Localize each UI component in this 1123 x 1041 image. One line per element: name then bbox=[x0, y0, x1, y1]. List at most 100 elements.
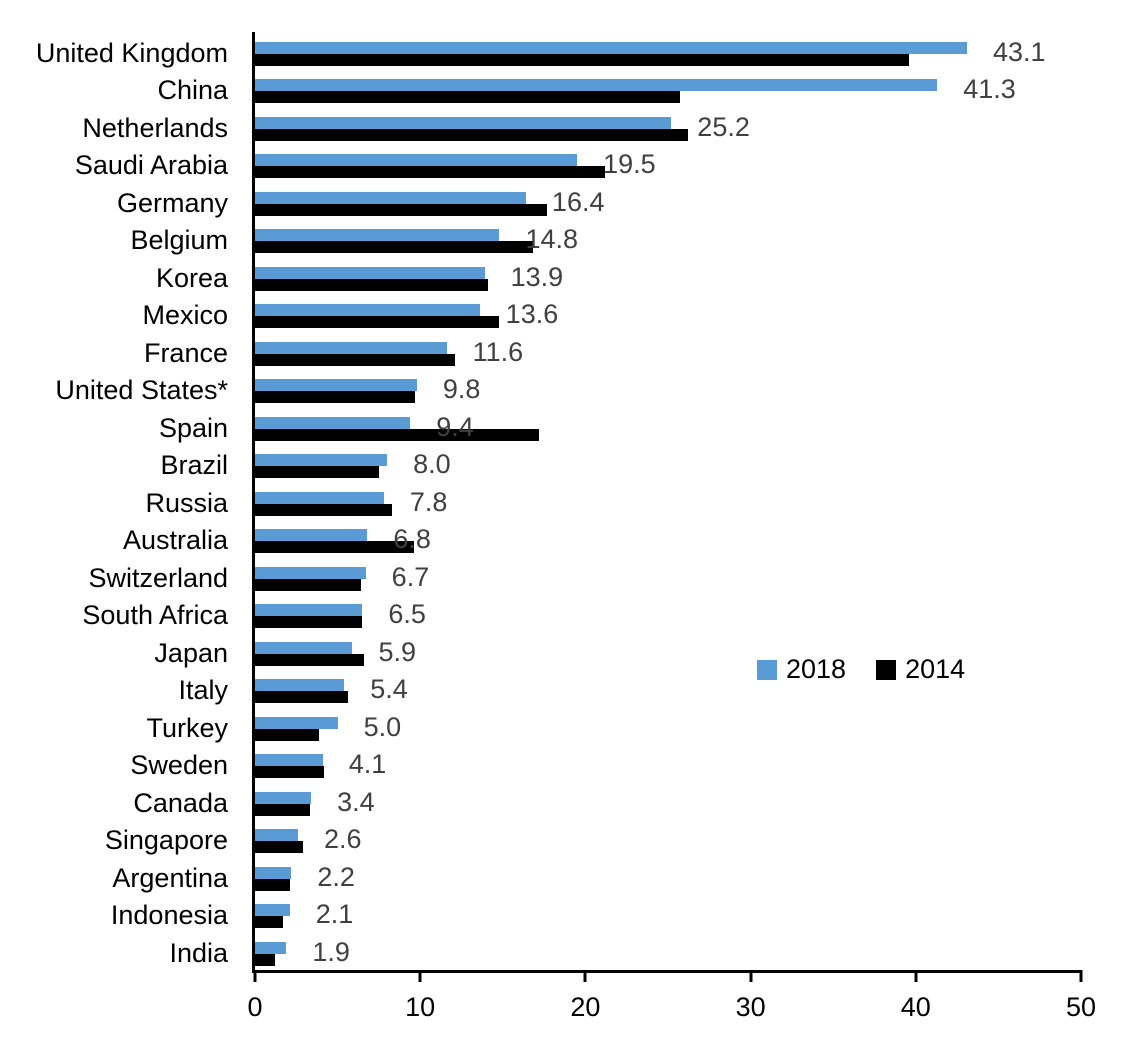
value-label: 2.2 bbox=[317, 861, 355, 892]
bar-2018 bbox=[255, 266, 485, 279]
bar-2014 bbox=[255, 766, 325, 779]
bar-2014 bbox=[255, 653, 365, 666]
category-label: Switzerland bbox=[88, 562, 228, 593]
chart-row: Switzerland 6.7 bbox=[88, 557, 1081, 595]
legend-swatch-2018-icon bbox=[757, 659, 777, 680]
bar-2018 bbox=[255, 341, 447, 354]
x-axis-tick-mark bbox=[1079, 970, 1083, 982]
category-label: Germany bbox=[116, 187, 228, 218]
chart-row: Singapore 2.6 bbox=[105, 820, 1081, 858]
category-label: Indonesia bbox=[110, 900, 228, 931]
value-label: 5.4 bbox=[370, 674, 408, 705]
chart-row: Argentina 2.2 bbox=[112, 857, 1081, 895]
value-label: 13.9 bbox=[510, 261, 564, 292]
value-label: 3.4 bbox=[337, 786, 375, 817]
bar-2018 bbox=[255, 754, 323, 767]
chart-row: Brazil 8.0 bbox=[160, 445, 1081, 483]
value-label: 41.3 bbox=[963, 73, 1016, 104]
category-label: United States* bbox=[55, 375, 228, 406]
value-label: 13.6 bbox=[505, 299, 559, 330]
value-label: 19.5 bbox=[603, 148, 656, 179]
category-label: Singapore bbox=[104, 825, 228, 856]
category-label: Saudi Arabia bbox=[74, 149, 228, 180]
chart-row: Turkey 5.0 bbox=[146, 707, 1081, 745]
legend-swatch-2014-icon bbox=[876, 659, 897, 680]
legend-label-2014: 2014 bbox=[905, 654, 966, 684]
bar-2018 bbox=[255, 716, 338, 729]
bar-2018 bbox=[255, 304, 480, 317]
value-label: 5.9 bbox=[378, 636, 416, 667]
category-label: Canada bbox=[133, 787, 228, 818]
category-label: Australia bbox=[122, 525, 228, 556]
value-label: 9.8 bbox=[442, 374, 481, 405]
category-label: Spain bbox=[158, 412, 228, 443]
bar-2018 bbox=[255, 529, 368, 542]
bar-2014 bbox=[255, 728, 320, 741]
bar-2014 bbox=[255, 691, 348, 704]
chart-row: United Kingdom 43.1 bbox=[36, 32, 1081, 70]
x-axis-tick-label: 40 bbox=[900, 992, 931, 1022]
chart-row: Spain 9.4 bbox=[159, 407, 1081, 445]
bar-2018 bbox=[255, 191, 526, 204]
value-label: 16.4 bbox=[551, 186, 605, 217]
value-label: 14.8 bbox=[525, 223, 579, 254]
category-label: Japan bbox=[154, 637, 228, 668]
bar-2014 bbox=[255, 128, 688, 141]
bar-2018 bbox=[255, 154, 578, 167]
legend: 2018 2014 bbox=[757, 654, 965, 685]
chart-row: Germany 16.4 bbox=[117, 182, 1081, 220]
chart-row: Italy 5.4 bbox=[178, 670, 1081, 708]
category-label: Mexico bbox=[142, 300, 228, 331]
value-label: 6.8 bbox=[393, 524, 431, 555]
category-label: Korea bbox=[155, 262, 228, 293]
bar-2014 bbox=[255, 91, 680, 104]
bar-2018 bbox=[255, 791, 312, 804]
chart-row: United States* 9.8 bbox=[55, 370, 1081, 408]
category-label: India bbox=[169, 937, 228, 968]
value-label: 11.6 bbox=[472, 336, 524, 367]
x-axis-tick-mark bbox=[749, 970, 753, 982]
bar-2018 bbox=[255, 116, 672, 129]
category-label: France bbox=[143, 337, 228, 368]
bar-2014 bbox=[255, 166, 606, 179]
bar-2014 bbox=[255, 241, 533, 254]
bar-2018 bbox=[255, 454, 388, 467]
x-axis-tick-mark bbox=[583, 970, 587, 982]
category-label: Brazil bbox=[160, 450, 228, 481]
chart-row: Korea 13.9 bbox=[156, 257, 1081, 295]
x-axis-tick-label: 20 bbox=[570, 992, 601, 1022]
x-axis-tick-mark bbox=[418, 970, 422, 982]
value-label: 2.1 bbox=[315, 899, 354, 930]
x-axis-tick-mark bbox=[253, 970, 257, 982]
value-label: 8.0 bbox=[413, 449, 451, 480]
bar-2018 bbox=[255, 604, 363, 617]
bar-2018 bbox=[255, 566, 366, 579]
chart-row: Belgium 14.8 bbox=[130, 220, 1081, 258]
bar-2014 bbox=[255, 616, 363, 629]
category-label: Italy bbox=[178, 675, 228, 706]
bar-2014 bbox=[255, 466, 379, 479]
chart-row: Japan 5.9 bbox=[154, 632, 1081, 670]
bar-2014 bbox=[255, 203, 548, 216]
chart-row: India 1.9 bbox=[169, 932, 1081, 970]
bar-2014 bbox=[255, 391, 416, 404]
category-label: Netherlands bbox=[82, 112, 228, 143]
category-label: Argentina bbox=[112, 862, 228, 893]
category-label: Sweden bbox=[130, 750, 228, 781]
value-label: 2.6 bbox=[323, 824, 362, 855]
legend-entry-2018: 2018 bbox=[757, 654, 846, 685]
x-axis-tick-label: 0 bbox=[247, 992, 263, 1022]
chart-row: Netherlands 25.2 bbox=[82, 107, 1081, 145]
legend-label-2018: 2018 bbox=[786, 654, 847, 684]
chart-row: Mexico 13.6 bbox=[142, 295, 1081, 333]
value-label: 4.1 bbox=[348, 749, 387, 780]
value-label: 9.4 bbox=[436, 411, 474, 442]
value-label: 6.5 bbox=[388, 599, 426, 630]
bar-2014 bbox=[255, 53, 910, 66]
bar-2014 bbox=[255, 878, 290, 891]
value-label: 5.0 bbox=[363, 711, 402, 742]
category-label: South Africa bbox=[82, 600, 228, 631]
bar-2014 bbox=[255, 503, 393, 516]
chart-row: Canada 3.4 bbox=[133, 782, 1081, 820]
